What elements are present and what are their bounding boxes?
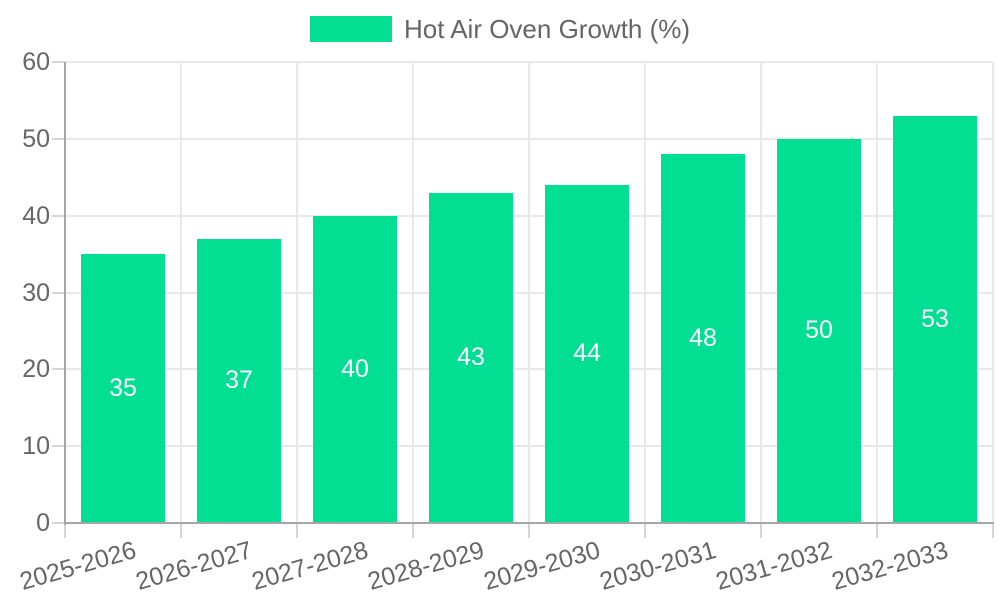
x-axis-tick xyxy=(412,524,414,538)
bar-value-label: 35 xyxy=(109,374,137,403)
x-axis-tick xyxy=(876,524,878,538)
bar-value-label: 48 xyxy=(689,324,717,353)
x-axis-tick xyxy=(644,524,646,538)
bar-value-label: 44 xyxy=(573,339,601,368)
x-tick-label: 2028-2029 xyxy=(365,536,488,596)
x-tick-label: 2029-2030 xyxy=(481,536,604,596)
y-tick-label: 0 xyxy=(36,509,50,537)
bar-value-label: 43 xyxy=(457,343,485,372)
x-tick-label: 2026-2027 xyxy=(133,536,256,596)
x-tick-label: 2030-2031 xyxy=(597,536,720,596)
y-tick-label: 20 xyxy=(22,355,50,384)
bar-value-label: 53 xyxy=(921,304,949,333)
y-axis-tick xyxy=(52,61,65,63)
bar[interactable]: 50 xyxy=(777,138,861,523)
x-axis-tick xyxy=(180,524,182,538)
y-tick-label: 40 xyxy=(22,201,50,230)
x-gridline xyxy=(296,62,298,523)
x-gridline xyxy=(412,62,414,523)
legend-swatch xyxy=(309,16,392,42)
y-axis-tick xyxy=(52,368,65,371)
y-axis-tick xyxy=(52,291,65,294)
legend[interactable]: Hot Air Oven Growth (%) xyxy=(0,14,1000,44)
y-tick-label: 10 xyxy=(22,432,50,461)
x-gridline xyxy=(992,62,994,523)
x-axis-tick xyxy=(992,524,994,538)
y-tick-label: 30 xyxy=(22,278,50,307)
x-gridline xyxy=(644,62,646,523)
bar[interactable]: 37 xyxy=(197,238,281,523)
x-axis-tick xyxy=(760,524,762,538)
y-axis-tick xyxy=(52,137,65,140)
bar[interactable]: 48 xyxy=(661,154,745,523)
bar[interactable]: 44 xyxy=(545,184,629,523)
bar[interactable]: 40 xyxy=(313,215,397,523)
bar-value-label: 40 xyxy=(341,354,369,383)
bar-value-label: 37 xyxy=(225,366,253,395)
y-axis-tick xyxy=(52,445,65,448)
y-axis-line xyxy=(64,62,66,525)
x-gridline xyxy=(528,62,530,523)
bar-value-label: 50 xyxy=(805,316,833,345)
x-gridline xyxy=(180,62,182,523)
y-axis-tick xyxy=(52,214,65,217)
y-tick-label: 60 xyxy=(22,48,50,76)
bar[interactable]: 53 xyxy=(893,115,977,523)
x-axis-tick xyxy=(296,524,298,538)
bar[interactable]: 43 xyxy=(429,192,513,523)
x-tick-label: 2025-2026 xyxy=(17,536,140,596)
y-axis-tick xyxy=(52,522,65,524)
x-axis-tick xyxy=(528,524,530,538)
x-tick-label: 2027-2028 xyxy=(249,536,372,596)
x-axis-tick xyxy=(64,524,66,538)
bar[interactable]: 35 xyxy=(81,254,165,523)
x-tick-label: 2032-2033 xyxy=(829,536,952,596)
x-gridline xyxy=(760,62,762,523)
x-gridline xyxy=(876,62,878,523)
legend-label: Hot Air Oven Growth (%) xyxy=(403,14,691,44)
y-tick-label: 50 xyxy=(22,124,50,153)
x-axis-line xyxy=(64,522,994,524)
x-tick-label: 2031-2032 xyxy=(713,536,836,596)
